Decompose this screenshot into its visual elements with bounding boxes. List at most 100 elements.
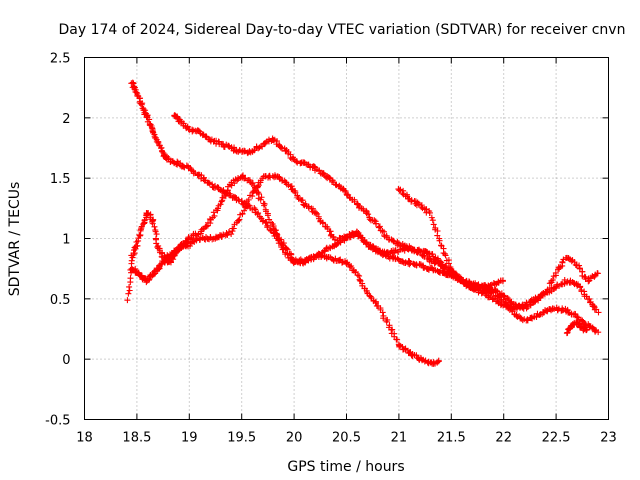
data-point xyxy=(452,270,459,277)
x-tick-labels: 18 18.5 19 19.5 20 20.5 21 21.5 22 22.5 23 xyxy=(76,431,617,446)
x-tick-label: 20.5 xyxy=(332,431,361,446)
data-point xyxy=(436,237,443,244)
data-point xyxy=(426,250,433,257)
data-point xyxy=(418,202,425,209)
data-point xyxy=(346,263,353,270)
data-point xyxy=(256,144,263,151)
data-point xyxy=(394,336,401,343)
data-point xyxy=(251,205,258,212)
data-point xyxy=(379,309,386,316)
series-track-f xyxy=(563,319,590,337)
data-point xyxy=(133,89,140,96)
data-point xyxy=(372,220,379,227)
data-point xyxy=(277,144,284,151)
data-point xyxy=(500,292,507,299)
data-point xyxy=(245,196,252,203)
data-point xyxy=(234,217,241,224)
x-tick-label: 22 xyxy=(495,431,512,446)
series-track-a xyxy=(124,172,442,367)
data-point xyxy=(126,287,133,294)
data-point xyxy=(231,180,238,187)
data-point xyxy=(374,249,381,256)
data-point xyxy=(263,220,270,227)
data-point xyxy=(262,139,269,146)
data-point xyxy=(352,268,359,275)
data-point xyxy=(583,326,590,333)
axis-ticks xyxy=(84,57,609,420)
data-point xyxy=(217,201,224,208)
data-point xyxy=(366,216,373,223)
data-point xyxy=(376,224,383,231)
x-tick-label: 19 xyxy=(181,431,198,446)
data-point xyxy=(153,231,160,238)
data-point xyxy=(241,207,248,214)
data-point xyxy=(150,268,157,275)
data-point xyxy=(435,358,442,365)
series-track-c xyxy=(128,79,602,336)
data-point xyxy=(183,242,190,249)
data-point xyxy=(255,210,262,217)
data-point xyxy=(220,188,227,195)
x-tick-label: 19.5 xyxy=(227,431,256,446)
data-point xyxy=(189,126,196,133)
data-point xyxy=(320,220,327,227)
data-point xyxy=(336,182,343,189)
data-point xyxy=(138,101,145,108)
data-point xyxy=(583,326,590,333)
data-point xyxy=(576,262,583,269)
chart-title: Day 174 of 2024, Sidereal Day-to-day VTE… xyxy=(59,22,626,38)
data-point xyxy=(232,194,239,201)
data-point xyxy=(249,179,256,186)
data-point xyxy=(593,306,600,313)
data-point xyxy=(436,268,443,275)
data-point xyxy=(187,242,194,249)
data-point xyxy=(519,304,526,311)
data-point xyxy=(429,217,436,224)
y-tick-label: 1.5 xyxy=(50,172,71,187)
data-point xyxy=(413,352,420,359)
data-point xyxy=(372,299,379,306)
data-point xyxy=(214,205,221,212)
y-tick-label: 2 xyxy=(62,112,70,127)
data-point xyxy=(198,226,205,233)
data-point xyxy=(128,257,135,264)
data-point xyxy=(594,270,601,277)
data-point xyxy=(579,317,586,324)
data-point xyxy=(442,252,449,259)
x-tick-label: 23 xyxy=(600,431,617,446)
data-point xyxy=(270,229,277,236)
data-point xyxy=(158,145,165,152)
data-point xyxy=(441,250,448,257)
data-point xyxy=(438,242,445,249)
data-point xyxy=(595,329,602,336)
data-point xyxy=(151,223,158,230)
data-point xyxy=(131,250,138,257)
data-point xyxy=(431,256,438,263)
y-tick-labels: -0.5 0 0.5 1 1.5 2 2.5 xyxy=(45,52,70,429)
x-tick-label: 20 xyxy=(286,431,303,446)
data-point xyxy=(430,221,437,228)
data-point xyxy=(407,259,414,266)
data-point xyxy=(273,138,280,145)
data-point xyxy=(262,218,269,225)
data-point xyxy=(367,242,374,249)
data-point xyxy=(235,196,242,203)
data-point xyxy=(345,191,352,198)
series-track-d xyxy=(171,112,601,312)
x-tick-label: 21.5 xyxy=(437,431,466,446)
data-point xyxy=(564,329,571,336)
data-point xyxy=(486,283,493,290)
data-point xyxy=(354,272,361,279)
data-point xyxy=(149,220,156,227)
data-point xyxy=(326,174,333,181)
y-tick-label: -0.5 xyxy=(45,414,70,429)
data-point xyxy=(311,254,318,261)
data-point xyxy=(280,240,287,247)
y-tick-label: 0.5 xyxy=(50,293,71,308)
data-point xyxy=(376,223,383,230)
data-point xyxy=(342,188,349,195)
data-point xyxy=(134,242,141,249)
x-tick-label: 21 xyxy=(391,431,408,446)
data-point xyxy=(341,187,348,194)
